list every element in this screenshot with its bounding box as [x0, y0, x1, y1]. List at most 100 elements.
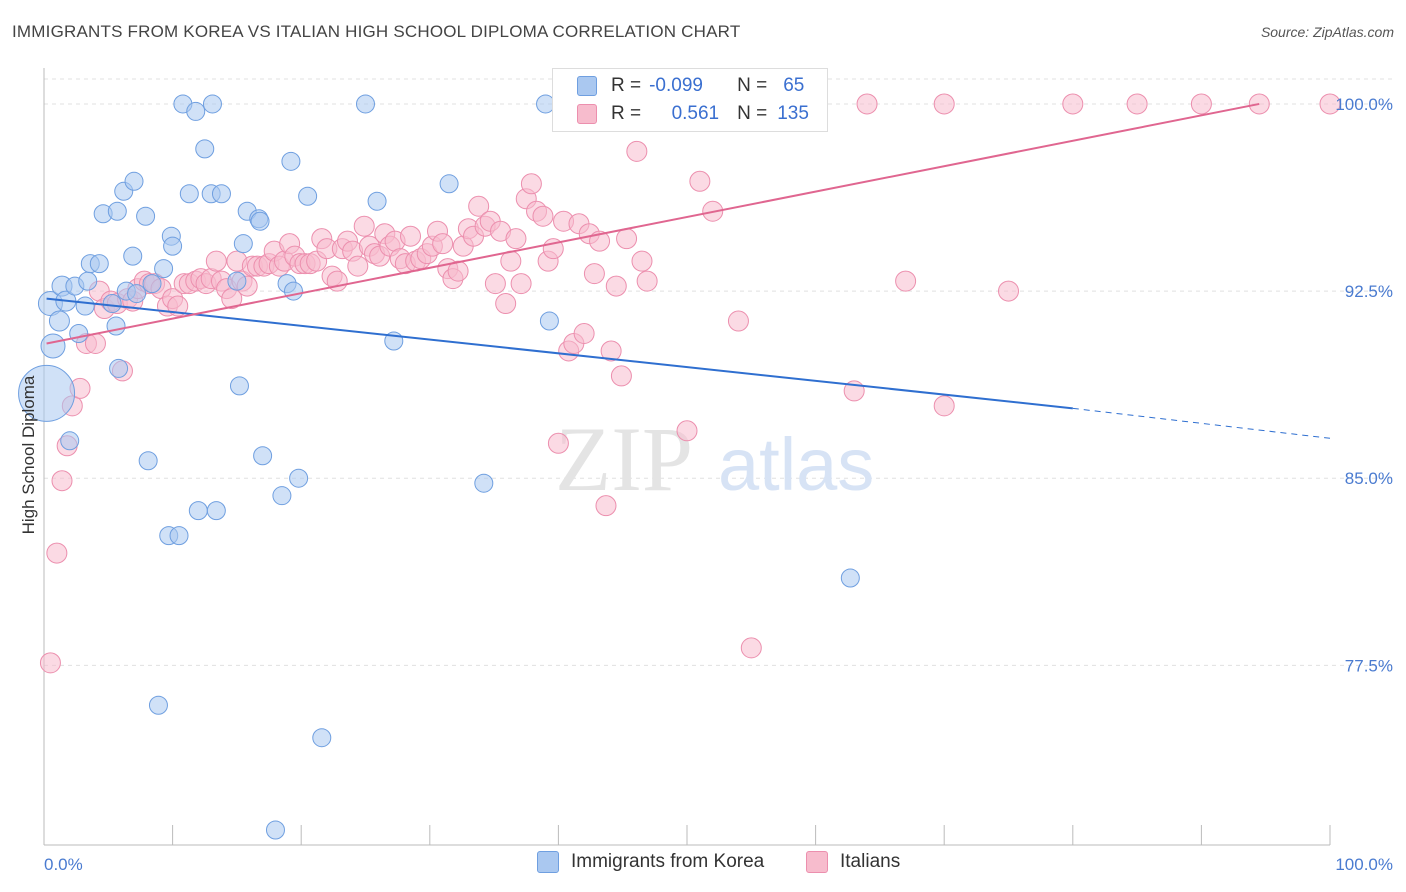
- korea-point: [272, 486, 292, 506]
- italians-point: [347, 255, 369, 277]
- korea-point: [78, 271, 98, 291]
- italians-point: [676, 420, 698, 442]
- korea-point: [206, 501, 226, 521]
- korea-point: [179, 184, 199, 204]
- tick-labels: 77.5% 85.0% 92.5% 100.0% 0.0% 100.0%: [44, 95, 1393, 874]
- korea-point: [138, 451, 158, 471]
- italians-point: [484, 273, 506, 295]
- italians-point: [432, 233, 454, 255]
- italians-point: [636, 270, 658, 292]
- korea-point: [289, 468, 309, 488]
- italians-point: [46, 542, 68, 564]
- korea-point: [265, 820, 285, 840]
- korea-point: [102, 294, 122, 314]
- korea-point: [127, 284, 147, 304]
- legend-row-italians: R = 0.561 N = 135: [577, 101, 809, 127]
- italians-point: [1319, 93, 1341, 115]
- korea-point: [439, 174, 459, 194]
- korea-swatch: [537, 851, 559, 873]
- korea-trend-line: [46, 297, 1073, 410]
- axes: [43, 68, 1331, 846]
- italians-point: [583, 263, 605, 285]
- italians-point: [600, 340, 622, 362]
- italians-point: [495, 293, 517, 315]
- italians-swatch: [577, 104, 597, 124]
- korea-point: [89, 254, 109, 274]
- italians-point: [573, 323, 595, 345]
- korea-point: [154, 259, 174, 279]
- italians-point: [1126, 93, 1148, 115]
- legend-n-label: N =: [737, 75, 768, 96]
- korea-point: [107, 201, 127, 221]
- italians-point: [353, 215, 375, 237]
- italians-point: [610, 365, 632, 387]
- y-tick-label: 85.0%: [1345, 469, 1393, 488]
- korea-point: [69, 324, 89, 344]
- italians-point: [505, 228, 527, 250]
- italians-point: [167, 295, 189, 317]
- korea-point: [281, 151, 301, 171]
- korea-point: [186, 101, 206, 121]
- italians-point: [689, 170, 711, 192]
- korea-point: [106, 316, 126, 336]
- korea-point: [109, 358, 129, 378]
- legend-r-value: 0.561: [671, 103, 720, 124]
- legend-item-italians[interactable]: Italians: [806, 851, 900, 873]
- legend-r-label: R =: [611, 75, 642, 96]
- legend-n-label: N =: [737, 103, 768, 124]
- italians-point: [1062, 93, 1084, 115]
- korea-point: [123, 246, 143, 266]
- korea-trend-extension: [1072, 407, 1331, 439]
- italians-point: [520, 173, 542, 195]
- watermark-zip: ZIP: [555, 408, 693, 510]
- korea-point: [539, 311, 559, 331]
- korea-point: [142, 274, 162, 294]
- trend-lines: [46, 102, 1331, 439]
- italians-point: [933, 395, 955, 417]
- y-tick-label: 100.0%: [1335, 95, 1393, 114]
- italians-point: [727, 310, 749, 332]
- korea-point: [211, 184, 231, 204]
- korea-point: [312, 728, 332, 748]
- italians-point: [1190, 93, 1212, 115]
- italians-point: [547, 432, 569, 454]
- korea-point: [136, 206, 156, 226]
- korea-point: [840, 568, 860, 588]
- series-korea: [18, 94, 860, 840]
- italians-point: [631, 250, 653, 272]
- legend-r-label: R =: [611, 103, 642, 124]
- korea-point: [75, 296, 95, 316]
- italians-point: [856, 93, 878, 115]
- series-italians: [39, 93, 1341, 674]
- korea-point: [148, 695, 168, 715]
- italians-point: [532, 205, 554, 227]
- italians-swatch: [806, 851, 828, 873]
- korea-point: [169, 526, 189, 546]
- korea-swatch: [577, 76, 597, 96]
- korea-point: [253, 446, 273, 466]
- italians-point: [740, 637, 762, 659]
- legend-row-korea: R = -0.099 N = 65: [577, 73, 804, 99]
- italians-trend-line: [46, 102, 1260, 345]
- italians-point: [39, 652, 61, 674]
- italians-point: [51, 470, 73, 492]
- y-axis-label: High School Diploma: [19, 375, 38, 534]
- source-label: Source: ZipAtlas.com: [1260, 24, 1394, 40]
- x-tick-label: 0.0%: [44, 855, 83, 874]
- korea-point: [48, 310, 70, 332]
- italians-point: [626, 140, 648, 162]
- legend-n-value: 135: [777, 103, 809, 124]
- korea-point: [40, 333, 66, 359]
- korea-point: [250, 211, 270, 231]
- korea-point: [283, 281, 303, 301]
- legend-r-value: -0.099: [649, 75, 703, 96]
- italians-point: [468, 195, 490, 217]
- watermark-atlas: atlas: [718, 423, 874, 506]
- y-tick-label: 92.5%: [1345, 282, 1393, 301]
- series-legend: Immigrants from Korea Italians: [0, 851, 1406, 879]
- italians-point: [205, 250, 227, 272]
- legend-label-italians: Italians: [840, 851, 901, 872]
- korea-point: [188, 501, 208, 521]
- legend-item-korea[interactable]: Immigrants from Korea: [537, 851, 764, 873]
- italians-point: [895, 270, 917, 292]
